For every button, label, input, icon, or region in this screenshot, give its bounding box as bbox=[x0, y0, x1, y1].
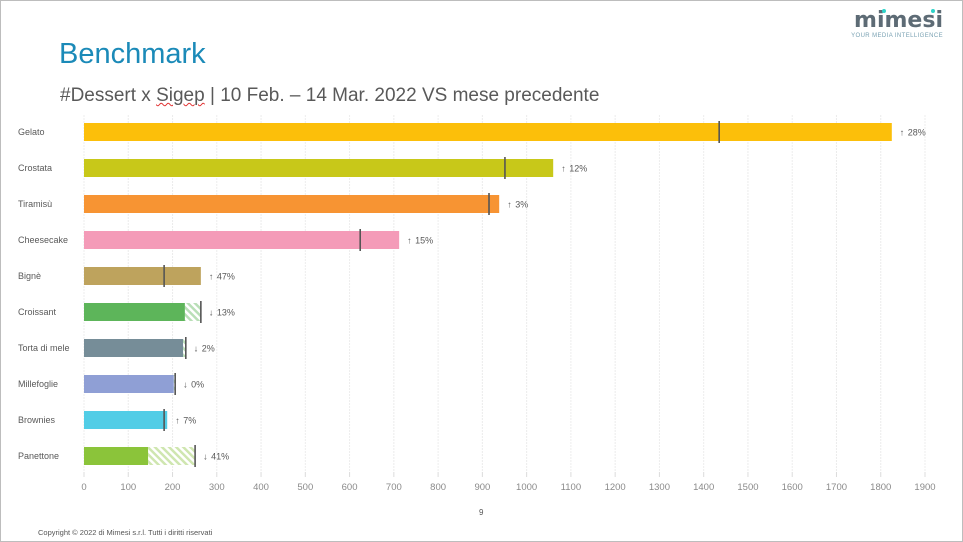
mimesi-logo: mimesi YOUR MEDIA INTELLIGENCE bbox=[851, 8, 943, 39]
logo-tagline: YOUR MEDIA INTELLIGENCE bbox=[851, 33, 943, 39]
grid-lines bbox=[83, 115, 926, 472]
logo-dot bbox=[882, 9, 887, 13]
tick-label: 100 bbox=[120, 482, 136, 493]
category-label: Cheesecake bbox=[18, 235, 68, 245]
change-percent-label: 41% bbox=[211, 452, 229, 462]
tick-label: 1600 bbox=[782, 482, 803, 493]
bar-current bbox=[84, 159, 554, 177]
tick-label: 1200 bbox=[605, 482, 626, 493]
category-labels: Gelato Crostata Tiramisù Cheesecake Bignè Cro… bbox=[18, 127, 70, 461]
tick-label: 900 bbox=[474, 482, 490, 493]
arrow-up-icon: ↑ bbox=[561, 164, 566, 174]
category-label: Croissant bbox=[18, 307, 57, 317]
bar-previous-gap bbox=[148, 447, 196, 465]
category-label: Gelato bbox=[18, 127, 45, 137]
tick-label: 800 bbox=[430, 482, 446, 493]
tick-label: 1400 bbox=[693, 482, 714, 493]
bar-current bbox=[84, 375, 174, 393]
arrow-down-icon: ↓ bbox=[203, 452, 208, 462]
subtitle-spellcheck-word: Sigep bbox=[156, 85, 205, 106]
bar-current bbox=[84, 411, 168, 429]
bar-current bbox=[84, 267, 201, 285]
change-percent-label: 28% bbox=[908, 128, 926, 138]
arrow-up-icon: ↑ bbox=[407, 236, 412, 246]
tick-label: 1800 bbox=[870, 482, 891, 493]
logo-dot bbox=[931, 9, 936, 13]
bar-previous-gap bbox=[184, 303, 201, 321]
category-label: Brownies bbox=[18, 415, 56, 425]
tick-label: 700 bbox=[386, 482, 402, 493]
previous-period-markers bbox=[163, 121, 720, 467]
bar-current bbox=[84, 447, 149, 465]
tick-label: 1500 bbox=[737, 482, 758, 493]
x-axis-ticks: 0 100 200 300 400 500 600 700 800 900 1000 1100 1200… bbox=[81, 472, 936, 493]
arrow-down-icon: ↓ bbox=[183, 380, 188, 390]
category-label: Torta di mele bbox=[18, 343, 70, 353]
tick-label: 1300 bbox=[649, 482, 670, 493]
arrow-up-icon: ↑ bbox=[507, 200, 512, 210]
arrow-down-icon: ↓ bbox=[209, 308, 214, 318]
category-label: Panettone bbox=[18, 451, 59, 461]
category-label: Bignè bbox=[18, 271, 41, 281]
arrow-up-icon: ↑ bbox=[175, 416, 180, 426]
bar-current bbox=[84, 231, 400, 249]
tick-label: 500 bbox=[297, 482, 313, 493]
page-number: 9 bbox=[479, 508, 484, 517]
change-percent-label: 3% bbox=[515, 200, 528, 210]
change-percent-label: 2% bbox=[202, 344, 215, 354]
tick-label: 600 bbox=[342, 482, 358, 493]
change-percent-label: 7% bbox=[183, 416, 196, 426]
arrow-down-icon: ↓ bbox=[194, 344, 199, 354]
copyright-text: Copyright © 2022 di Mimesi s.r.l. Tutti … bbox=[38, 528, 213, 537]
category-label: Crostata bbox=[18, 163, 52, 173]
bar-current bbox=[84, 339, 184, 357]
bar-current bbox=[84, 303, 185, 321]
bars bbox=[84, 123, 892, 465]
category-label: Tiramisù bbox=[18, 199, 52, 209]
tick-label: 0 bbox=[81, 482, 86, 493]
change-percent-label: 15% bbox=[415, 236, 433, 246]
benchmark-bar-chart: Gelato Crostata Tiramisù Cheesecake Bignè Cro… bbox=[18, 115, 936, 493]
bar-previous-gap bbox=[183, 339, 186, 357]
tick-label: 1900 bbox=[914, 482, 935, 493]
arrow-up-icon: ↑ bbox=[900, 128, 905, 138]
arrow-up-icon: ↑ bbox=[209, 272, 214, 282]
subtitle-suffix: | 10 Feb. – 14 Mar. 2022 VS mese precede… bbox=[204, 85, 600, 106]
subtitle-prefix: #Dessert x bbox=[60, 85, 157, 106]
tick-label: 1000 bbox=[516, 482, 537, 493]
page-title: Benchmark bbox=[59, 38, 206, 70]
tick-label: 400 bbox=[253, 482, 269, 493]
bar-current bbox=[84, 123, 892, 141]
tick-label: 200 bbox=[165, 482, 181, 493]
change-percent-label: 0% bbox=[191, 380, 204, 390]
tick-label: 1100 bbox=[561, 482, 581, 493]
category-label: Millefoglie bbox=[18, 379, 58, 389]
change-percent-label: 13% bbox=[217, 308, 235, 318]
page-subtitle: #Dessert x Sigep | 10 Feb. – 14 Mar. 202… bbox=[60, 85, 599, 107]
logo-wordmark: mimesi bbox=[854, 8, 943, 33]
change-labels: ↑ 28%↑ 12%↑ 3%↑ 15%↑ 47%↓ 13%↓ 2%↓ 0%↑ 7%↓ 41% bbox=[175, 128, 926, 462]
bar-current bbox=[84, 195, 500, 213]
change-percent-label: 12% bbox=[569, 164, 587, 174]
tick-label: 300 bbox=[209, 482, 225, 493]
change-percent-label: 47% bbox=[217, 272, 235, 282]
tick-label: 1700 bbox=[826, 482, 847, 493]
